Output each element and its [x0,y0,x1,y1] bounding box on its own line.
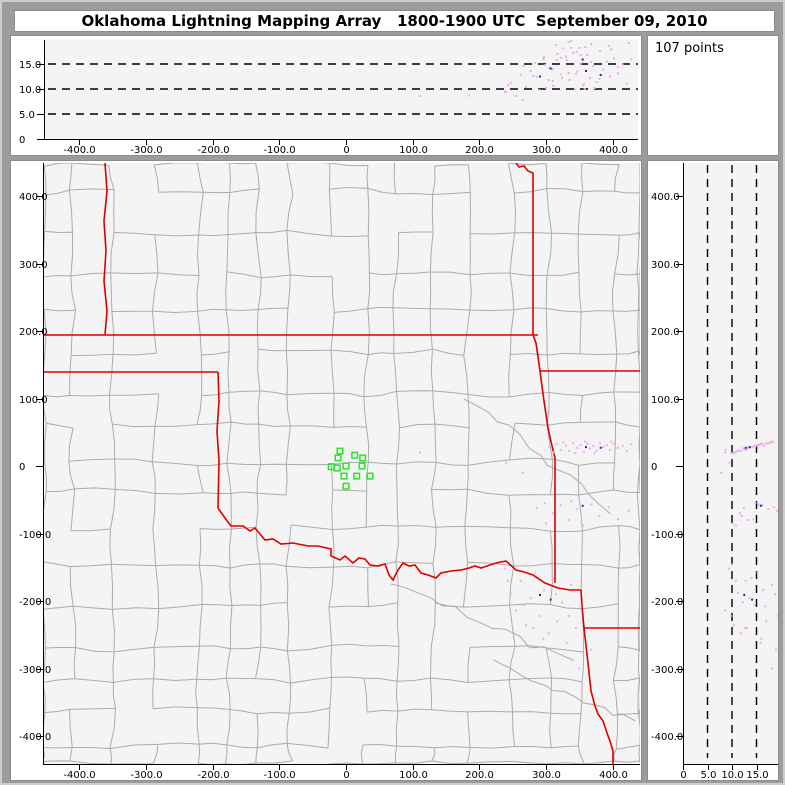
x-tick-label: 200.0 [465,145,494,155]
county-lines [43,163,640,764]
y-tick-label: -400.0 [651,732,683,743]
x-tick-label: -200.0 [197,770,229,780]
x-axis-ticks: 0 5.0 10.0 15.0 [680,764,769,780]
x-tick-label: 300.0 [532,770,561,780]
y-tick-label: -200.0 [651,597,683,608]
y-tick-label: 300.0 [19,260,48,271]
y-tick-label: -300.0 [651,665,683,676]
y-tick-label: 10.0 [19,85,41,96]
altitude-vs-eastwest-panel: 15.0 10.0 5.0 0 -400.0 -300.0 -200.0 -100.0 0 100… [10,35,642,156]
y-tick-label: 200.0 [19,327,48,338]
x-tick-label: -300.0 [130,770,162,780]
y-tick-label: 200.0 [651,327,680,338]
x-tick-label: 0 [343,770,349,780]
axes [683,163,778,765]
y-tick-label: 0 [19,462,25,473]
y-tick-label: 400.0 [19,192,48,203]
x-tick-label: -100.0 [263,770,295,780]
points-count-label: 107 points [655,41,724,56]
y-tick-label: 100.0 [651,395,680,406]
x-axis-ticks: -400.0 -300.0 -200.0 -100.0 0 100.0 200.0 300.0… [63,764,628,780]
noise-points [419,40,633,101]
y-tick-label: 0 [651,462,657,473]
y-axis-ticks: 15.0 10.0 5.0 0 [19,60,44,146]
y-tick-label: -300.0 [19,665,51,676]
x-tick-label: -400.0 [63,145,95,155]
x-tick-label: 400.0 [599,770,628,780]
strike-points [327,447,374,490]
y-tick-label: -200.0 [19,597,51,608]
altitude-vs-northsouth-panel: 400.0 300.0 200.0 100.0 0 -100.0 -200.0 -300.0 -… [647,160,779,781]
x-tick-label: 0 [343,145,349,155]
y-tick-label: -400.0 [19,732,51,743]
y-axis-ticks: 400.0 300.0 200.0 100.0 0 -100.0 -200.0 -300.0 -… [19,192,51,743]
x-tick-label: 15.0 [746,770,768,780]
y-tick-label: 100.0 [19,395,48,406]
x-tick-label: 100.0 [399,770,428,780]
page-title: Oklahoma Lightning Mapping Array 1800-19… [14,10,775,32]
noise-points [720,440,778,670]
plan-view-map-chart: 400.0300.0200.0100.00-100.0-200.0-300.0-… [19,163,640,780]
x-tick-label: -400.0 [63,770,95,780]
x-tick-label: 100.0 [399,145,428,155]
altitude-vs-northsouth-chart: 400.0 300.0 200.0 100.0 0 -100.0 -200.0 -300.0 -… [651,163,778,780]
y-tick-label: 0 [19,135,25,146]
altitude-dashed-gridlines [706,165,758,758]
x-tick-label: 5.0 [701,770,717,780]
x-axis-ticks: -400.0 -300.0 -200.0 -100.0 0 100.0 200.0 300.0… [63,139,628,155]
x-tick-label: -200.0 [197,145,229,155]
x-tick-label: -300.0 [130,145,162,155]
axes [43,163,640,765]
y-tick-label: -100.0 [19,530,51,541]
x-tick-label: 400.0 [599,145,628,155]
y-tick-label: -100.0 [651,530,683,541]
y-tick-label: 300.0 [651,260,680,271]
y-tick-label: 15.0 [19,60,41,71]
y-tick-label: 400.0 [651,192,680,203]
x-tick-label: 300.0 [532,145,561,155]
x-tick-label: 200.0 [465,770,494,780]
altitude-vs-eastwest-chart: 15.0 10.0 5.0 0 -400.0 -300.0 -200.0 -100.0 0 100… [19,40,638,155]
noise-points [419,440,633,670]
points-count-box: 107 points [647,35,779,156]
state-borders [43,163,640,764]
x-tick-label: 10.0 [721,770,743,780]
x-tick-label: -100.0 [263,145,295,155]
axes [44,40,638,140]
x-tick-label: 0 [680,770,686,780]
y-tick-label: 5.0 [19,110,35,121]
plan-view-map-panel: 400.0 300.0 200.0 100.0 0 -100.0 -200.0 -300.0-… [10,160,642,781]
y-axis-ticks: 400.0 300.0 200.0 100.0 0 -100.0 -200.0 -300.0 -… [651,192,683,743]
